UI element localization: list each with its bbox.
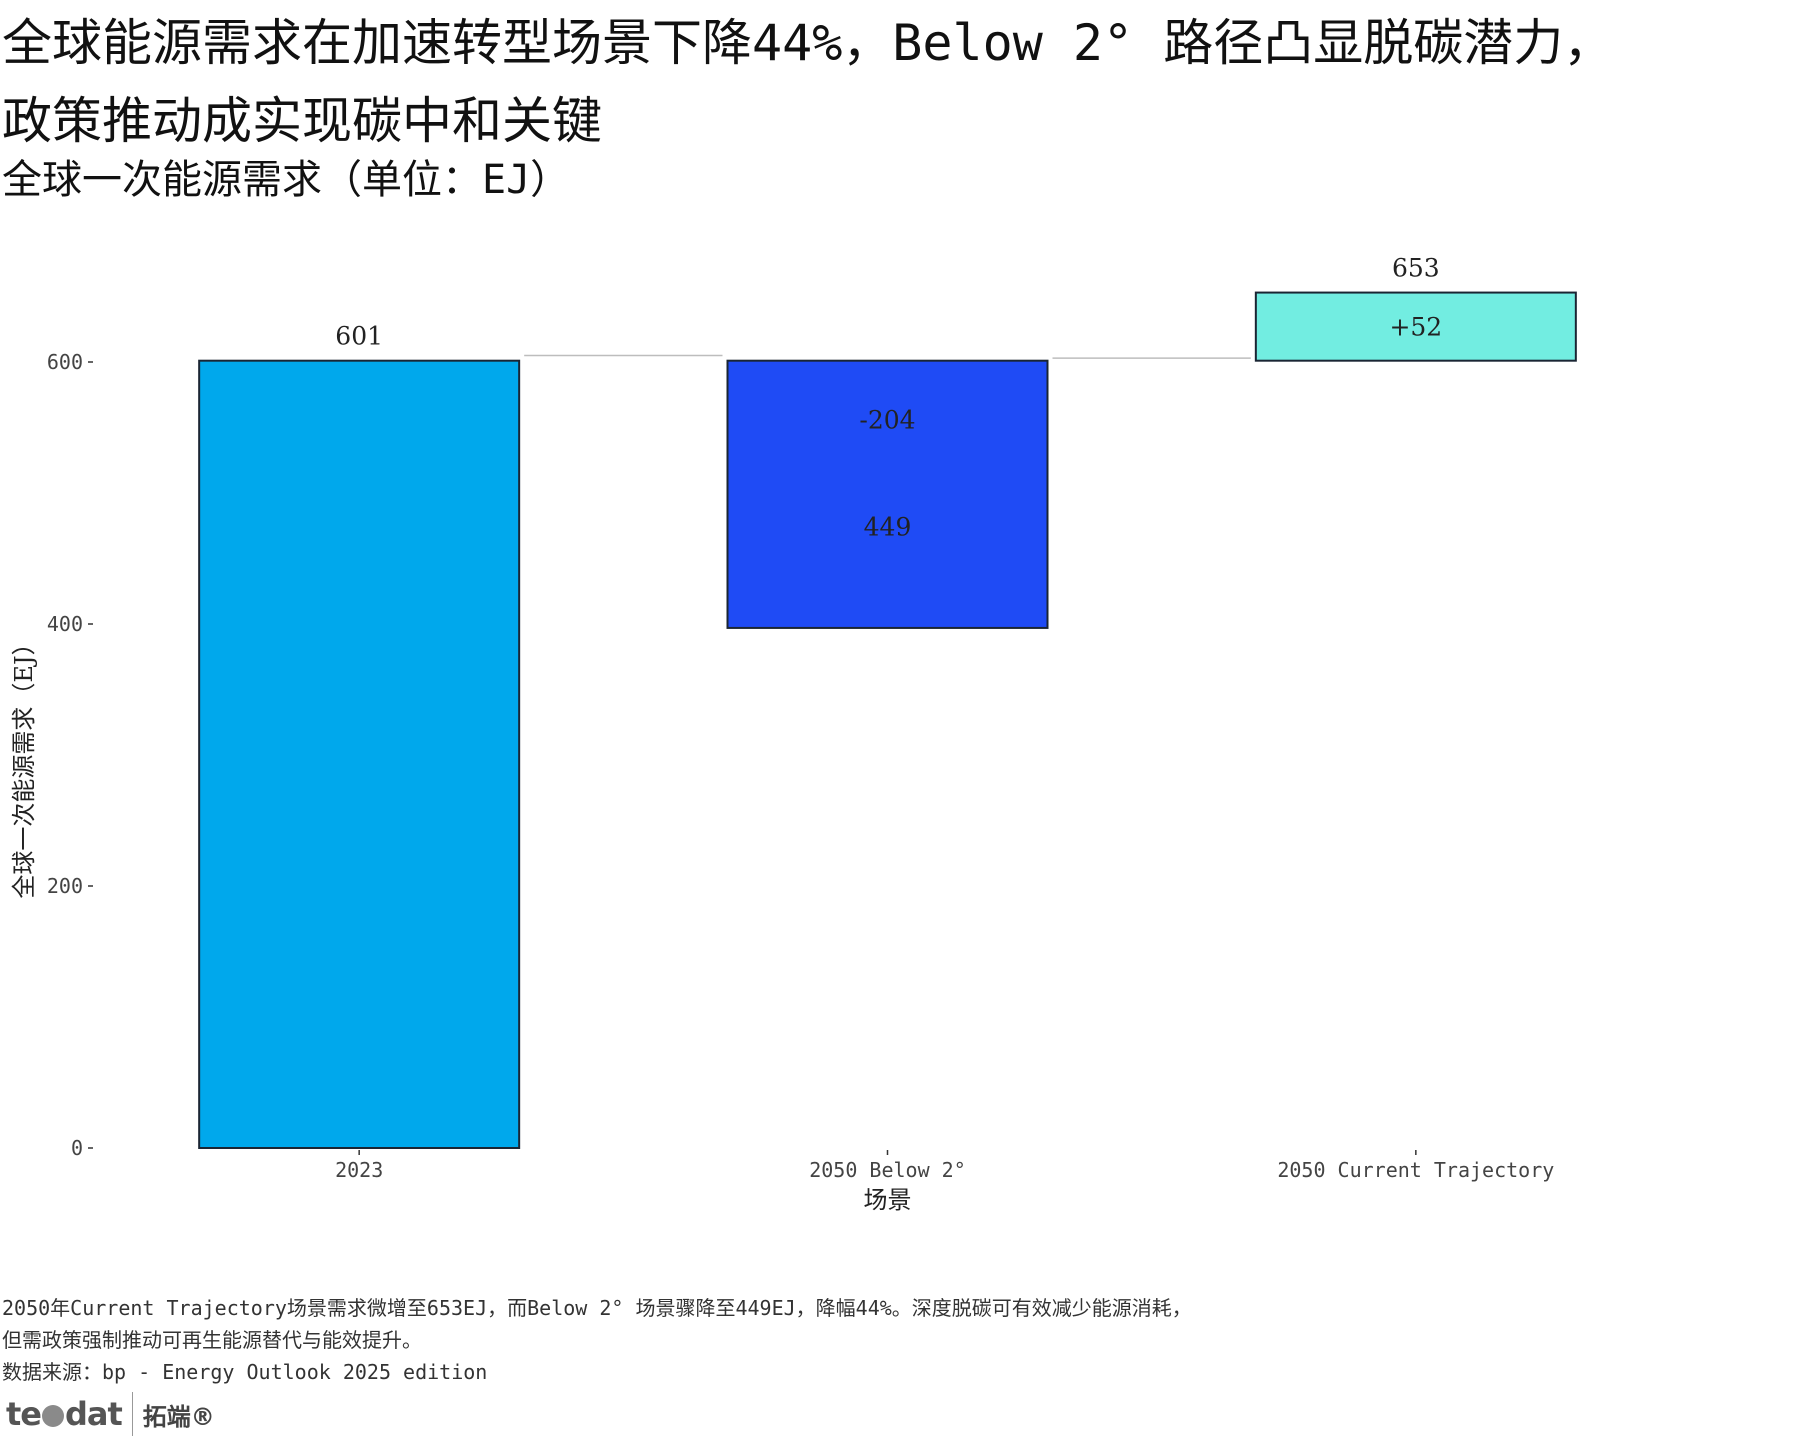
bar-2 bbox=[1254, 291, 1577, 362]
bar-value-label: 601 bbox=[335, 322, 383, 351]
title-line-1: 全球能源需求在加速转型场景下降44%，Below 2° 路径凸显脱碳潜力， bbox=[2, 14, 1614, 72]
y-tick-label: 0 bbox=[71, 1136, 83, 1160]
x-tick-label: 2050 Below 2° bbox=[809, 1158, 966, 1182]
logo-cn-text: 拓端® bbox=[142, 1402, 215, 1431]
footer-note-line-1: 2050年Current Trajectory场景需求微增至653EJ，而Bel… bbox=[2, 1296, 1192, 1320]
bar-1 bbox=[726, 359, 1049, 629]
bar-0 bbox=[198, 359, 521, 1149]
logo-divider bbox=[131, 1392, 133, 1436]
bar-delta-label: -204 bbox=[859, 406, 915, 435]
y-axis-title: 全球一次能源需求（EJ） bbox=[10, 631, 38, 898]
title-line-2: 政策推动成实现碳中和关键 bbox=[2, 92, 602, 150]
chart-footer: 2050年Current Trajectory场景需求微增至653EJ，而Bel… bbox=[2, 1292, 1782, 1388]
footer-source: 数据来源：bp - Energy Outlook 2025 edition bbox=[2, 1360, 488, 1384]
footer-note-line-2: 但需政策强制推动可再生能源替代与能效提升。 bbox=[2, 1328, 422, 1352]
y-tick-label: 400 bbox=[47, 612, 83, 636]
x-tick-label: 2050 Current Trajectory bbox=[1277, 1158, 1554, 1182]
bar-value-label: 653 bbox=[1392, 254, 1440, 283]
x-tick-label: 2023 bbox=[335, 1158, 383, 1182]
tecdat-logo-mark: te dat bbox=[6, 1395, 123, 1433]
bar-delta-label: +52 bbox=[1389, 313, 1442, 342]
chart-subtitle: 全球一次能源需求（单位：EJ） bbox=[2, 157, 571, 203]
y-tick-label: 600 bbox=[47, 350, 83, 374]
y-tick-label: 200 bbox=[47, 874, 83, 898]
brand-logo: te dat 拓端® bbox=[6, 1390, 215, 1438]
bar-total-label: 449 bbox=[864, 513, 912, 542]
x-axis-title: 场景 bbox=[864, 1186, 912, 1214]
chart-title: 全球能源需求在加速转型场景下降44%，Below 2° 路径凸显脱碳潜力， 政策… bbox=[2, 4, 1792, 160]
